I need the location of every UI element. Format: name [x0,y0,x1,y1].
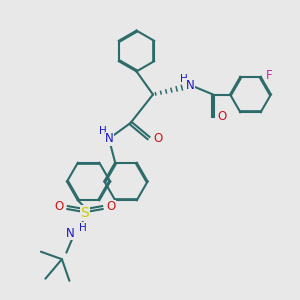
Text: N: N [66,226,74,240]
Text: N: N [105,132,114,145]
Text: N: N [185,79,194,92]
Text: H: H [79,223,87,233]
Text: H: H [99,126,106,136]
Text: O: O [106,200,116,214]
Text: O: O [218,110,226,124]
Text: O: O [153,131,162,145]
Text: H: H [180,74,188,84]
Text: S: S [81,206,89,220]
Text: O: O [55,200,64,214]
Text: F: F [266,69,272,82]
